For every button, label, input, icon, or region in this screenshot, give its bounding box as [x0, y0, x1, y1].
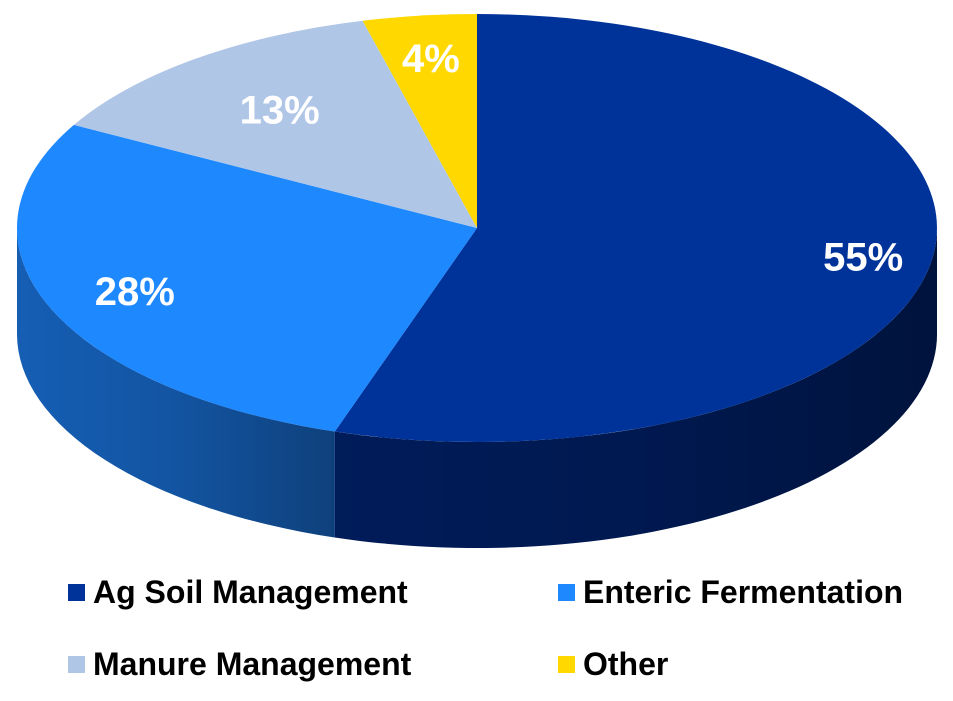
legend-label: Ag Soil Management — [93, 574, 408, 610]
legend-swatch — [68, 584, 85, 601]
pie-side-shade — [334, 228, 938, 549]
pie-tops — [16, 13, 937, 442]
pie-slice-manure-management — [73, 20, 478, 228]
legend-item-ag-soil-management: Ag Soil Management — [68, 574, 408, 611]
legend: Ag Soil Management Enteric Fermentation … — [0, 560, 953, 700]
legend-item-enteric-fermentation: Enteric Fermentation — [558, 574, 903, 611]
legend-label: Other — [583, 646, 669, 682]
pie-slice-other — [362, 13, 477, 228]
legend-item-manure-management: Manure Management — [68, 646, 411, 683]
data-label-other: 4% — [402, 37, 460, 81]
pie-labels: 55% 28% 13% 4% — [95, 37, 903, 314]
legend-label: Enteric Fermentation — [583, 574, 904, 610]
legend-label: Manure Management — [93, 646, 412, 682]
data-label-ag-soil-management: 55% — [823, 235, 903, 279]
data-label-manure-management: 13% — [240, 89, 320, 133]
legend-swatch — [558, 656, 575, 673]
pie-slice-ag-soil-management — [334, 14, 937, 442]
legend-swatch — [68, 656, 85, 673]
data-label-enteric-fermentation: 28% — [95, 270, 175, 314]
legend-item-other: Other — [558, 646, 668, 683]
pie-side-shade — [17, 228, 335, 538]
pie-slice-enteric-fermentation — [16, 124, 477, 432]
pie-sides — [17, 228, 938, 549]
legend-swatch — [558, 584, 575, 601]
